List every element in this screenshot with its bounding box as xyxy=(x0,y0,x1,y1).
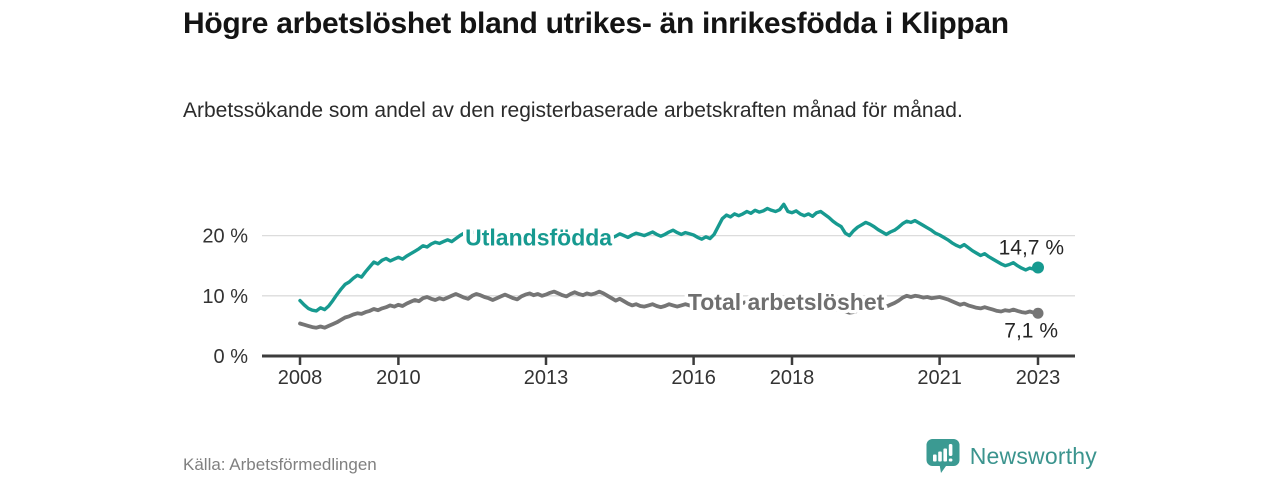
newsworthy-logo-icon xyxy=(926,439,960,473)
y-tick-label: 0 % xyxy=(214,346,249,368)
chart-title: Högre arbetslöshet bland utrikes- än inr… xyxy=(183,7,1009,40)
newsworthy-brand: Newsworthy xyxy=(926,436,1097,476)
x-tick-label: 2018 xyxy=(770,367,815,389)
newsworthy-brand-text: Newsworthy xyxy=(969,442,1097,469)
series-label: Total arbetslöshet xyxy=(688,289,885,315)
x-tick-label: 2010 xyxy=(376,367,421,389)
y-tick-label: 20 % xyxy=(202,226,248,248)
x-tick-label: 2013 xyxy=(524,367,569,389)
series-end-dot xyxy=(1032,307,1044,319)
x-tick-label: 2021 xyxy=(917,367,962,389)
series-line xyxy=(298,289,1040,330)
y-tick-label: 10 % xyxy=(202,286,248,308)
end-value-label: 7,1 % xyxy=(1004,319,1058,342)
series-end-dot xyxy=(1032,261,1044,274)
source-text: Källa: Arbetsförmedlingen xyxy=(183,455,377,474)
series-label: Utlandsfödda xyxy=(465,224,612,250)
x-tick-label: 2008 xyxy=(278,367,323,389)
x-tick-label: 2016 xyxy=(671,367,716,389)
chart-subtitle: Arbetssökande som andel av den registerb… xyxy=(183,99,963,122)
end-value-label: 14,7 % xyxy=(999,237,1064,260)
series-line xyxy=(298,202,1040,313)
x-tick-label: 2023 xyxy=(1016,367,1061,389)
